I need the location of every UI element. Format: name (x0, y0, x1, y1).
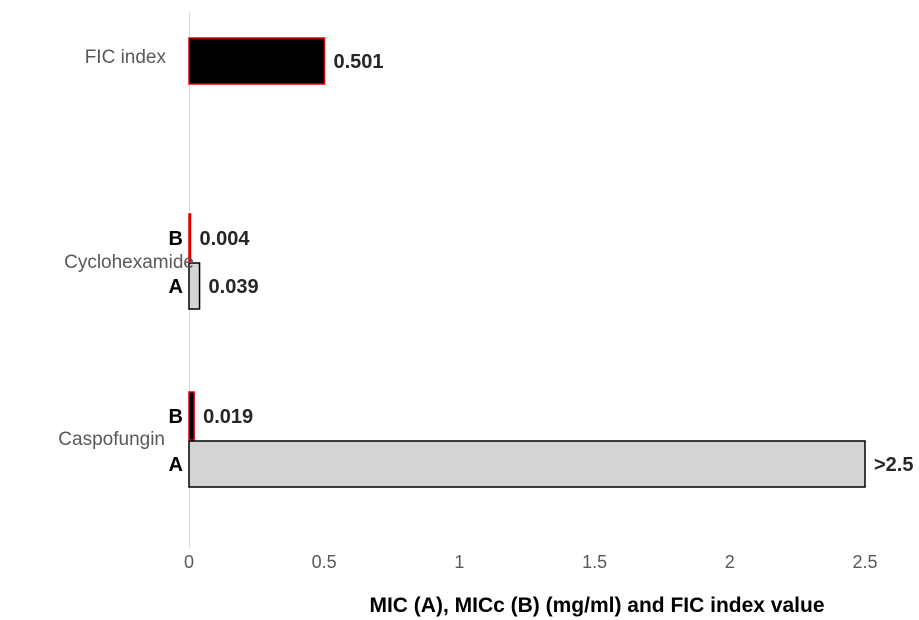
series-label-a: A (169, 276, 183, 298)
bar-cyclohexamide-b (188, 213, 192, 263)
data-label: 0.004 (200, 228, 251, 250)
bar-fic-index (188, 37, 326, 85)
series-label-b: B (169, 228, 183, 250)
bar-cyclohexamide-a (188, 262, 201, 310)
x-tick-label: 1 (454, 552, 464, 572)
labels: 0.501 0.004 B 0.039 A 0.019 B >2.5 A FIC index Cyc… (58, 47, 913, 476)
series-label-b: B (169, 406, 183, 428)
data-label: >2.5 (874, 454, 913, 476)
x-tick-label: 2 (725, 552, 735, 572)
x-tick-label: 0 (184, 552, 194, 572)
bars (188, 37, 866, 488)
data-label: 0.039 (209, 276, 259, 298)
data-label: 0.019 (203, 406, 253, 428)
category-label-cyclohexamide: Cyclohexamide (64, 252, 194, 273)
series-label-a: A (169, 454, 183, 476)
bar-caspofungin-a (188, 440, 866, 488)
bar-caspofungin-b (188, 391, 195, 441)
category-label-fic-index: FIC index (85, 47, 167, 68)
x-axis-ticks: 0 0.5 1 1.5 2 2.5 (184, 552, 878, 572)
x-tick-label: 1.5 (582, 552, 607, 572)
data-label: 0.501 (333, 51, 383, 73)
x-tick-label: 2.5 (852, 552, 877, 572)
x-tick-label: 0.5 (312, 552, 337, 572)
x-axis-title: MIC (A), MICc (B) (mg/ml) and FIC index … (369, 594, 824, 617)
category-label-caspofungin: Caspofungin (58, 429, 165, 450)
